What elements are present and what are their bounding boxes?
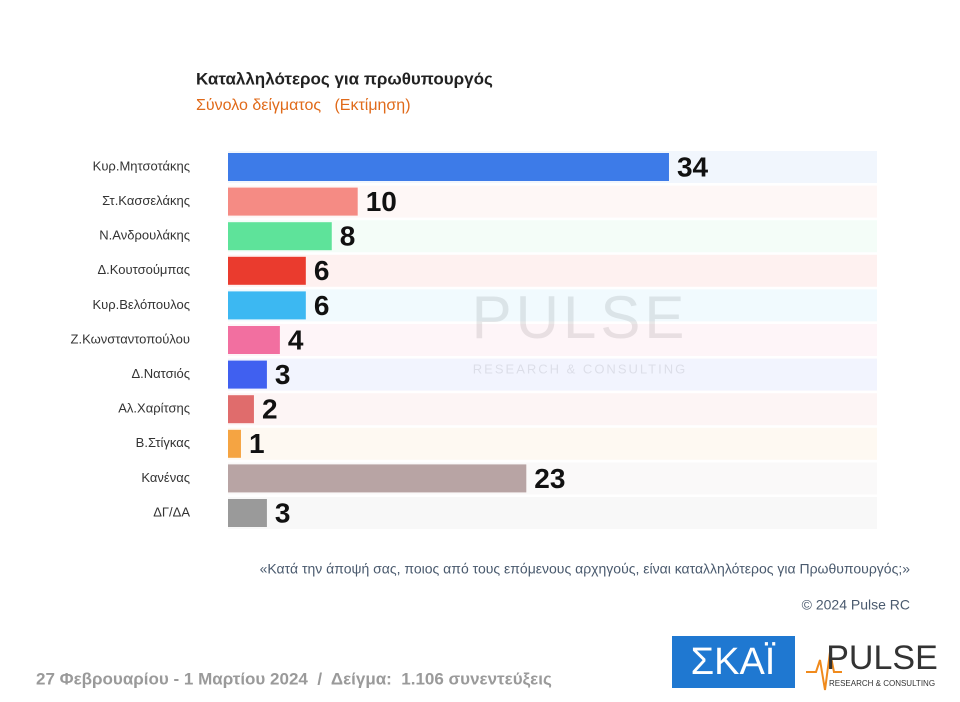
- watermark-text: PULSE: [472, 284, 689, 351]
- row-band: [228, 497, 877, 529]
- bar: [228, 360, 267, 389]
- category-label: Ζ.Κωνσταντοπούλου: [71, 331, 190, 346]
- bar: [228, 187, 358, 216]
- footer: 27 Φεβρουαρίου - 1 Μαρτίου 2024 / Δείγμα…: [36, 669, 552, 688]
- row-band: [228, 289, 877, 322]
- bar: [228, 326, 280, 354]
- bar: [228, 429, 241, 458]
- category-label: Δ.Κουτσούμπας: [97, 262, 190, 277]
- skai-logo: ΣΚΑΪ: [691, 641, 776, 683]
- pulse-logo-sub: RESEARCH & CONSULTING: [829, 679, 935, 688]
- bar: [228, 395, 254, 424]
- value-label: 1: [249, 428, 265, 459]
- value-label: 3: [275, 359, 291, 390]
- row-band: [228, 324, 877, 356]
- category-label: Κυρ.Μητσοτάκης: [93, 158, 190, 173]
- chart-subtitle: Σύνολο δείγματος (Εκτίμηση): [196, 97, 411, 114]
- row-band: [228, 254, 877, 287]
- value-label: 10: [366, 186, 397, 217]
- row-band: [228, 358, 877, 391]
- value-label: 34: [677, 151, 709, 182]
- question: «Κατά την άποψή σας, ποιος από τους επόμ…: [260, 561, 911, 577]
- value-label: 6: [314, 290, 330, 321]
- pulse-logo-wave: [806, 651, 842, 691]
- watermark-subtext: RESEARCH & CONSULTING: [473, 361, 687, 376]
- pulse-logo: PULSE: [826, 639, 938, 677]
- bar: [228, 256, 306, 285]
- row-band: [228, 220, 877, 253]
- value-label: 4: [288, 324, 304, 355]
- value-label: 23: [534, 463, 565, 494]
- category-label: Κυρ.Βελόπουλος: [92, 297, 190, 312]
- bar: [228, 222, 332, 251]
- row-band: [228, 427, 877, 460]
- category-label: Δ.Νατσιός: [131, 366, 190, 381]
- watermark: PULSE RESEARCH & CONSULTING: [472, 284, 689, 377]
- bar: [228, 291, 306, 320]
- bar: [228, 464, 527, 493]
- category-label: Στ.Κασσελάκης: [102, 193, 190, 208]
- value-label: 6: [314, 255, 330, 286]
- category-label: Κανένας: [141, 470, 190, 485]
- chart-title: Καταλληλότερος για πρωθυπουργός: [196, 69, 493, 88]
- copyright: © 2024 Pulse RC: [802, 597, 910, 613]
- value-label: 2: [262, 394, 278, 425]
- bar: [228, 499, 267, 527]
- bar: [228, 153, 669, 181]
- value-label: 8: [340, 221, 356, 252]
- value-label: 3: [275, 497, 291, 528]
- category-label: Ν.Ανδρουλάκης: [99, 228, 190, 243]
- skai-logo-box: [672, 636, 795, 688]
- row-band: [228, 393, 877, 426]
- category-label: Αλ.Χαρίτσης: [118, 401, 190, 416]
- category-label: Β.Στίγκας: [136, 435, 190, 450]
- category-label: ΔΓ/ΔΑ: [153, 504, 190, 519]
